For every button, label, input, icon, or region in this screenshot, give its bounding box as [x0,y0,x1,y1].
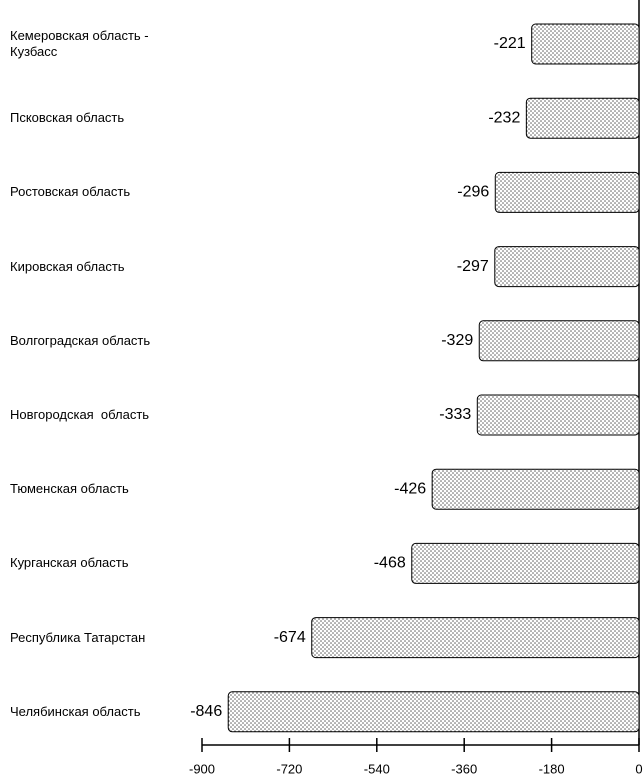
value-label: -674 [274,629,306,646]
value-label: -329 [441,332,473,349]
x-tick-label: -720 [276,761,302,776]
category-label: Челябинская область [10,703,141,719]
value-label: -846 [190,703,222,720]
bar [227,691,640,733]
value-label: -232 [488,109,520,126]
category-label: Республика Татарстан [10,629,146,645]
category-label: Кемеровская область - Кузбасс [10,28,153,59]
x-tick-label: -540 [364,761,390,776]
bar [476,394,640,436]
bar [494,171,640,213]
value-label: -468 [374,555,406,572]
value-label: -426 [394,480,426,497]
bar [431,468,640,510]
value-label: -221 [494,35,526,52]
x-tick-label: -180 [539,761,565,776]
bar [411,542,640,584]
value-label: -296 [457,184,489,201]
bar [494,246,640,288]
value-label: -297 [457,258,489,275]
bar [531,23,640,65]
category-label: Курганская область [10,555,129,571]
value-label: -333 [439,406,471,423]
bar [311,617,640,659]
bar [525,97,640,139]
x-tick-label: 0 [635,761,642,776]
category-label: Волгоградская область [10,332,151,348]
category-label: Кировская область [10,258,125,274]
category-label: Новгородская область [10,407,150,422]
category-label: Тюменская область [10,481,129,497]
category-label: Ростовская область [10,184,131,200]
x-tick-label: -900 [189,761,215,776]
category-label: Псковская область [10,110,125,126]
x-tick-label: -360 [451,761,477,776]
bar [478,320,640,362]
